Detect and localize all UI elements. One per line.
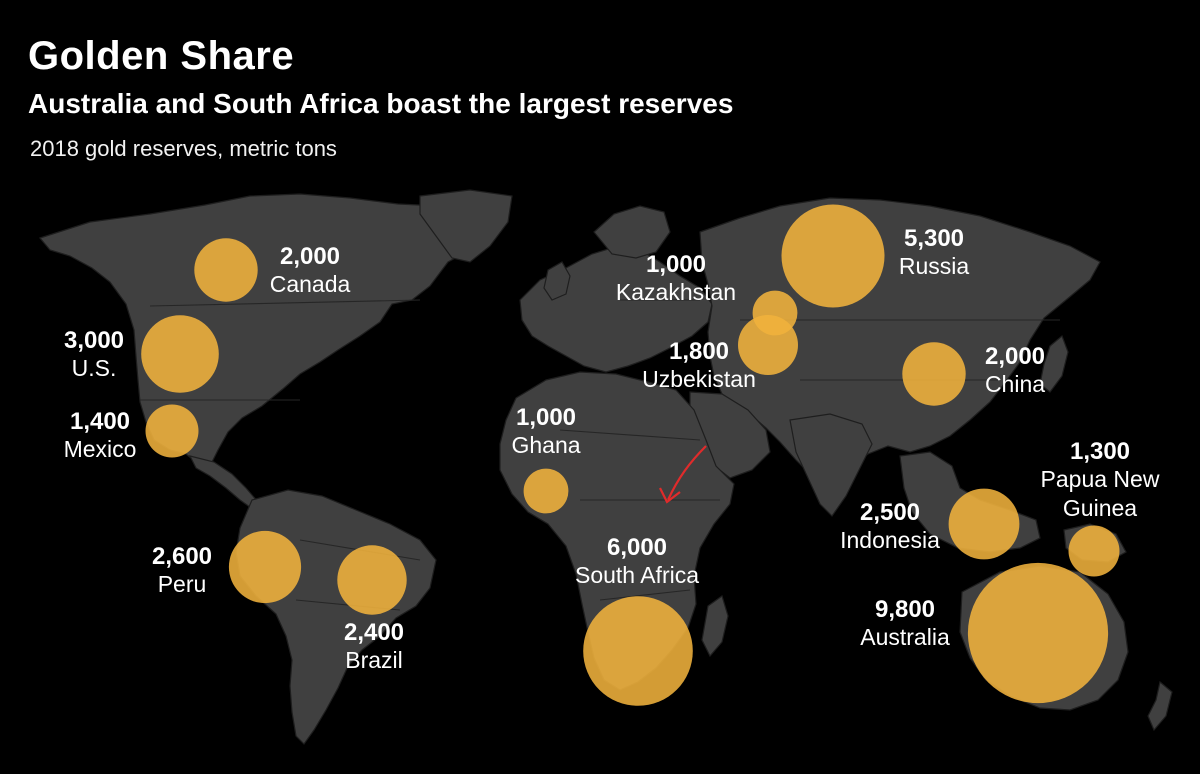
country-label-china: China bbox=[985, 371, 1045, 397]
landmass-central-america bbox=[188, 455, 259, 511]
value-label-us: 3,000 bbox=[64, 327, 124, 354]
landmass-scandinavia bbox=[593, 205, 671, 259]
bubble-us bbox=[141, 315, 219, 393]
landmass-japan bbox=[1039, 334, 1069, 393]
bubble-china bbox=[902, 342, 966, 406]
value-label-china: 2,000 bbox=[985, 343, 1045, 370]
annotation-arrowhead bbox=[659, 487, 681, 504]
bubble-australia bbox=[967, 562, 1109, 704]
country-label-kazakhstan: Kazakhstan bbox=[616, 279, 736, 305]
bubble-ghana bbox=[523, 468, 569, 514]
unit-label: 2018 gold reserves, metric tons bbox=[30, 136, 337, 161]
landmass-north-america bbox=[38, 193, 489, 471]
value-label-south-africa: 6,000 bbox=[607, 534, 667, 561]
value-label-peru: 2,600 bbox=[152, 543, 212, 570]
country-label-png: Papua New bbox=[1041, 466, 1160, 492]
country-label-canada: Canada bbox=[270, 271, 351, 297]
value-label-canada: 2,000 bbox=[280, 243, 340, 270]
bubble-indonesia bbox=[948, 488, 1020, 560]
country-label-uzbekistan: Uzbekistan bbox=[642, 366, 756, 392]
country-label-brazil: Brazil bbox=[345, 647, 403, 673]
landmass-madagascar bbox=[701, 595, 729, 658]
country-label-indonesia: Indonesia bbox=[840, 527, 940, 553]
country-label-ghana: Ghana bbox=[511, 432, 580, 458]
bubble-peru bbox=[228, 530, 302, 604]
country-label-us: U.S. bbox=[72, 355, 117, 381]
bubble-mexico bbox=[145, 404, 199, 458]
bubble-brazil bbox=[337, 545, 407, 615]
country-label-south-africa: South Africa bbox=[575, 562, 699, 588]
landmass-south-america bbox=[235, 489, 437, 745]
bubble-png bbox=[1068, 525, 1120, 577]
chart-title: Golden Share bbox=[28, 34, 295, 78]
country-label-australia: Australia bbox=[860, 624, 950, 650]
value-label-brazil: 2,400 bbox=[344, 619, 404, 646]
value-label-png: 1,300 bbox=[1070, 438, 1130, 465]
landmass-greenland bbox=[419, 189, 513, 263]
country-label-mexico: Mexico bbox=[64, 436, 137, 462]
country-label-peru: Peru bbox=[158, 571, 207, 597]
bubble-layer bbox=[141, 204, 1120, 706]
bubble-canada bbox=[194, 238, 258, 302]
country-label-russia: Russia bbox=[899, 253, 970, 279]
landmass-uk bbox=[543, 261, 571, 301]
value-label-mexico: 1,400 bbox=[70, 408, 130, 435]
value-label-uzbekistan: 1,800 bbox=[669, 338, 729, 365]
value-label-australia: 9,800 bbox=[875, 596, 935, 623]
chart-subtitle: Australia and South Africa boast the lar… bbox=[28, 88, 734, 119]
value-label-russia: 5,300 bbox=[904, 225, 964, 252]
country-label-png: Guinea bbox=[1063, 495, 1137, 521]
bubble-russia bbox=[781, 204, 885, 308]
value-label-kazakhstan: 1,000 bbox=[646, 251, 706, 278]
value-label-indonesia: 2,500 bbox=[860, 499, 920, 526]
bubble-south-africa bbox=[583, 596, 693, 706]
landmass-india bbox=[789, 413, 873, 517]
value-label-ghana: 1,000 bbox=[516, 404, 576, 431]
label-layer: 2,000Canada3,000U.S.1,400Mexico2,600Peru… bbox=[64, 225, 1160, 673]
bubble-uzbekistan bbox=[738, 315, 798, 375]
landmass-new-zealand bbox=[1147, 680, 1173, 732]
annotation-arrow bbox=[666, 445, 707, 501]
